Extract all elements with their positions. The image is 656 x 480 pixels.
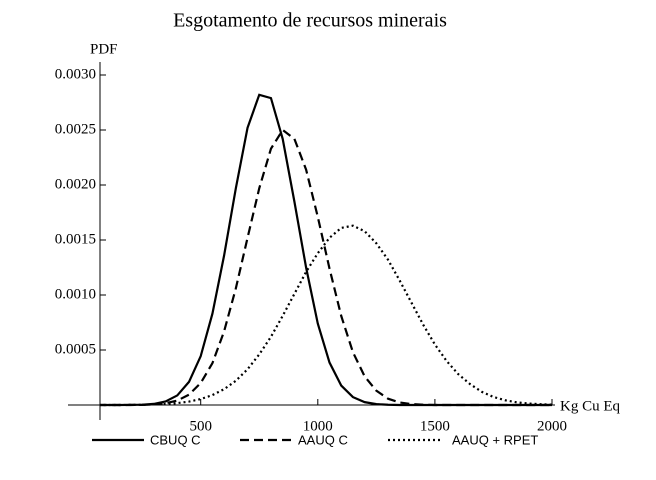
- y-axis-label: PDF: [90, 41, 118, 57]
- x-tick-label: 1000: [303, 418, 333, 434]
- x-tick-label: 500: [189, 418, 212, 434]
- y-tick-label: 0.0005: [55, 341, 96, 357]
- y-tick-label: 0.0010: [55, 286, 96, 302]
- legend-label: CBUQ C: [150, 432, 201, 447]
- y-tick-label: 0.0015: [55, 231, 96, 247]
- y-tick-label: 0.0020: [55, 176, 96, 192]
- chart-title: Esgotamento de recursos minerais: [173, 10, 447, 32]
- x-tick-label: 1500: [420, 418, 450, 434]
- y-tick-label: 0.0025: [55, 121, 96, 137]
- x-tick-label: 2000: [537, 418, 567, 434]
- x-axis-label: Kg Cu Eq: [560, 398, 621, 414]
- legend-label: AAUQ + RPET: [452, 432, 538, 447]
- legend-label: AAUQ C: [298, 432, 348, 447]
- line-dashed: [100, 128, 552, 407]
- y-tick-label: 0.0030: [55, 66, 96, 82]
- line-dotted: [100, 224, 553, 407]
- line-solid: [100, 93, 552, 407]
